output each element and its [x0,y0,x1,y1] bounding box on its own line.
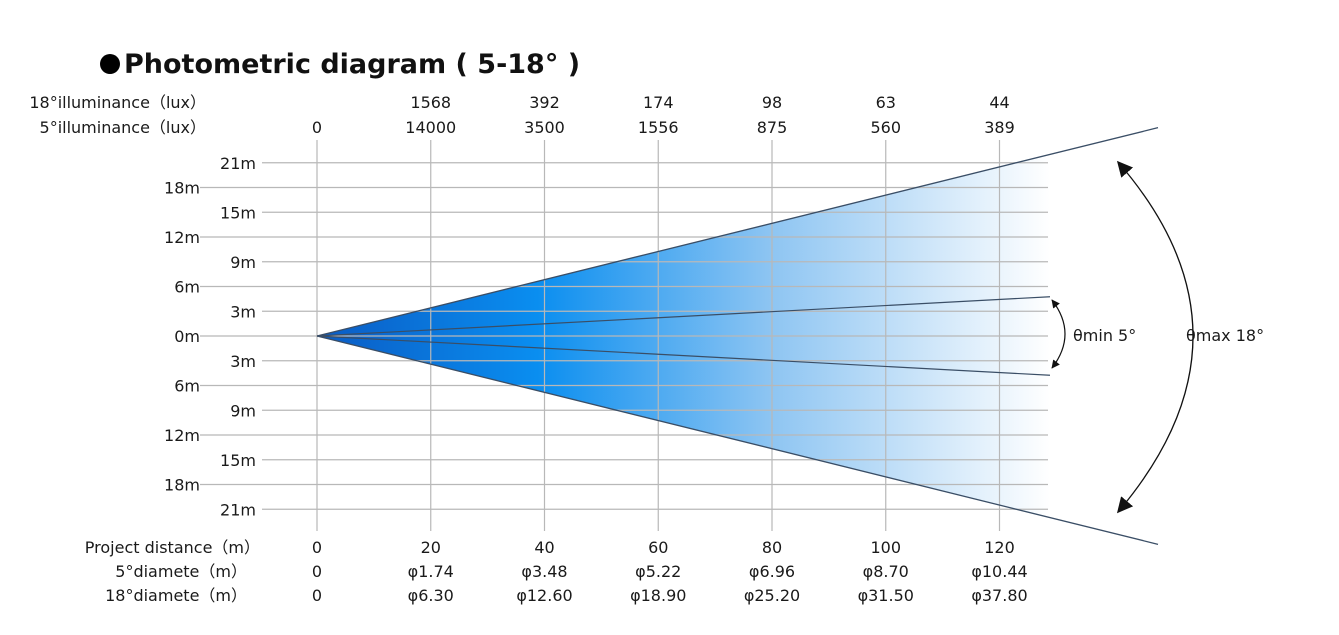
diameter-18-value: φ25.20 [744,586,800,605]
row-label-diameter-5: 5°diamete（m） [115,562,247,581]
illuminance-18-value: 44 [989,93,1009,112]
y-tick-label-left: 6m [174,377,200,396]
illuminance-5-value: 560 [870,118,901,137]
y-tick-label-right: 21m [220,500,256,519]
diameter-5-value: φ10.44 [971,562,1027,581]
beam-18-lower-edge [316,335,1159,545]
chart-title-row: Photometric diagram ( 5-18° ) [100,44,580,84]
y-tick-label-right: 3m [230,352,256,371]
illuminance-18-value: 174 [643,93,674,112]
y-tick-label-right: 15m [220,451,256,470]
diameter-5-value: φ3.48 [521,562,567,581]
diameter-5-value: φ5.22 [635,562,681,581]
illuminance-5-value: 1556 [638,118,679,137]
illuminance-18-value: 1568 [410,93,451,112]
illuminance-5-value: 389 [984,118,1015,137]
distance-tick-label: 80 [762,538,782,557]
diameter-18-value: φ37.80 [971,586,1027,605]
illuminance-18-value: 98 [762,93,782,112]
theta-min-label: θmin 5° [1073,326,1136,345]
beam-5-upper-edge [316,296,1051,337]
distance-tick-label: 20 [421,538,441,557]
illuminance-18-value: 63 [876,93,896,112]
row-label-illuminance-5: 5°illuminance（lux） [40,118,206,137]
y-tick-label-left: 0m [174,327,200,346]
y-tick-label-left: 18m [164,179,200,198]
y-tick-label-right: 21m [220,154,256,173]
diameter-18-value: 0 [312,586,322,605]
diameter-18-value: φ6.30 [408,586,454,605]
illuminance-18-value: 392 [529,93,560,112]
diameter-5-value: φ6.96 [749,562,795,581]
theta-max-arc [1116,160,1194,514]
distance-tick-label: 60 [648,538,668,557]
distance-tick-label: 100 [870,538,901,557]
y-tick-label-right: 9m [230,253,256,272]
theta-max-label: θmax 18° [1186,326,1264,345]
beam-18-upper-edge [316,127,1159,337]
diameter-18-value: φ31.50 [858,586,914,605]
distance-tick-label: 40 [534,538,554,557]
diameter-18-value: φ18.90 [630,586,686,605]
row-label-distance: Project distance（m） [85,538,260,557]
diameter-18-value: φ12.60 [516,586,572,605]
bullet-icon [100,54,120,74]
y-tick-label-right: 3m [230,302,256,321]
y-tick-label-left: 12m [164,426,200,445]
y-tick-label-left: 18m [164,476,200,495]
y-tick-label-right: 15m [220,203,256,222]
chart-title: Photometric diagram ( 5-18° ) [124,48,581,80]
illuminance-5-value: 0 [312,118,322,137]
illuminance-5-value: 14000 [405,118,456,137]
y-tick-label-left: 6m [174,278,200,297]
y-tick-label-left: 12m [164,228,200,247]
y-tick-label-right: 9m [230,401,256,420]
diameter-5-value: φ1.74 [408,562,454,581]
beam-5-lower-edge [316,335,1051,376]
distance-tick-label: 120 [984,538,1015,557]
row-label-illuminance-18: 18°illuminance（lux） [29,93,206,112]
row-label-diameter-18: 18°diamete（m） [105,586,247,605]
distance-tick-label: 0 [312,538,322,557]
illuminance-5-value: 875 [757,118,788,137]
diameter-5-value: φ8.70 [863,562,909,581]
theta-min-arc [1051,299,1066,369]
illuminance-5-value: 3500 [524,118,565,137]
diameter-5-value: 0 [312,562,322,581]
